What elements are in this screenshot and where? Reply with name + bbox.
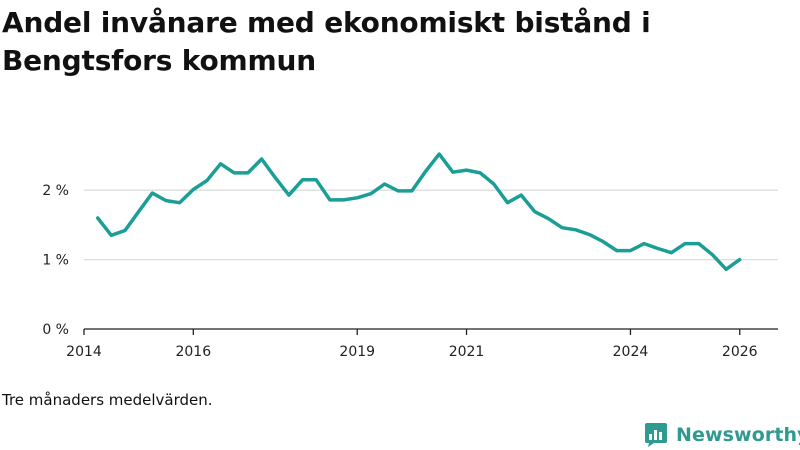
y-axis-tick-labels: 0 % 1 % 2 % — [42, 183, 69, 338]
chart-caption: Tre månaders medelvärden. — [2, 391, 213, 409]
y-tick-label: 0 % — [42, 322, 69, 338]
newsworthy-logo[interactable]: Newsworthy — [644, 420, 800, 450]
y-tick-label: 2 % — [42, 183, 69, 199]
x-tick-label: 2019 — [339, 344, 375, 360]
x-tick-label: 2021 — [449, 344, 485, 360]
newsworthy-logo-icon — [645, 423, 667, 447]
chart-title: Andel invånare med ekonomiskt bistånd i … — [2, 6, 651, 77]
x-tick-label: 2016 — [175, 344, 211, 360]
y-tick-label: 1 % — [42, 253, 69, 269]
x-tick-label: 2026 — [722, 344, 758, 360]
newsworthy-logo-text: Newsworthy — [676, 424, 800, 446]
x-axis-ticks: 2014 2016 2019 2021 2024 2026 — [66, 329, 758, 360]
x-tick-label: 2014 — [66, 344, 102, 360]
gridlines — [84, 189, 778, 261]
series-line — [95, 152, 742, 272]
x-tick-label: 2024 — [613, 344, 649, 360]
